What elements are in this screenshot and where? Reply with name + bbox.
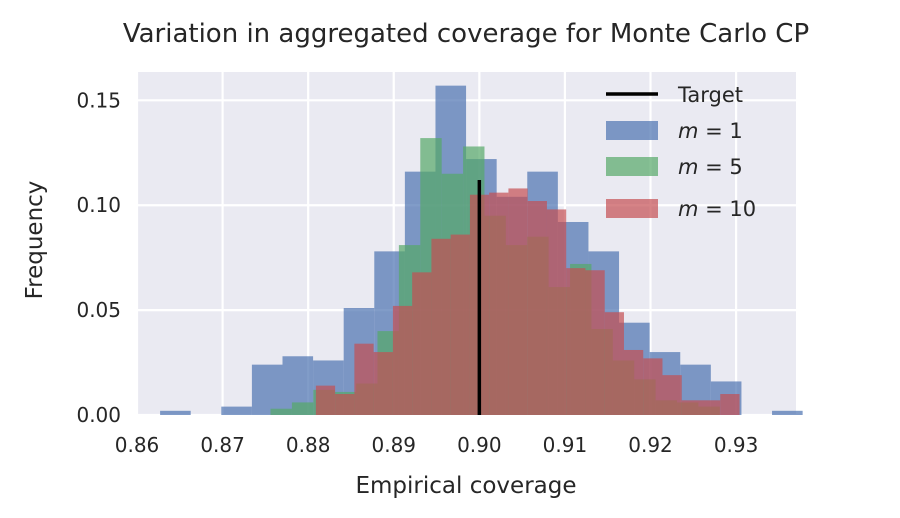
series-m10 — [315, 188, 740, 415]
bar-m10 — [489, 192, 509, 415]
bar-m10 — [604, 312, 624, 415]
bar-m5 — [270, 408, 292, 415]
bar-m1 — [772, 410, 803, 415]
y-tick-labels: 0.00 0.05 0.10 0.15 — [76, 88, 121, 427]
y-tick-label: 0.00 — [76, 403, 121, 427]
x-tick-label: 0.92 — [628, 433, 673, 457]
x-tick-label: 0.91 — [543, 433, 588, 457]
legend-m10-var: m — [678, 197, 698, 221]
bar-m5 — [291, 402, 314, 415]
bar-m1 — [221, 406, 252, 415]
histogram-bars — [160, 85, 803, 416]
legend-m10-label: m = 10 — [678, 197, 756, 221]
x-tick-label: 0.88 — [286, 433, 331, 457]
x-tick-label: 0.87 — [200, 433, 245, 457]
y-tick-label: 0.15 — [76, 88, 121, 112]
bar-m10 — [681, 400, 702, 415]
legend-m1-label: m = 1 — [678, 119, 743, 143]
bar-m10 — [508, 188, 528, 415]
y-axis-label: Frequency — [22, 181, 48, 300]
legend-m5-swatch — [606, 157, 658, 176]
x-tick-labels: 0.86 0.87 0.88 0.89 0.90 0.91 0.92 0.93 — [115, 433, 759, 457]
bar-m10 — [566, 268, 586, 415]
x-axis-label: Empirical coverage — [356, 473, 577, 499]
legend-m1-swatch — [606, 121, 658, 140]
y-tick-label: 0.10 — [76, 193, 121, 217]
y-tick-label: 0.05 — [76, 298, 121, 322]
legend-target-label: Target — [677, 83, 743, 107]
legend-m1-value: 1 — [729, 119, 742, 143]
bar-m10 — [412, 272, 432, 415]
bar-m10 — [720, 394, 740, 415]
bar-m10 — [623, 349, 644, 415]
legend: Target m = 1 m = 5 m = 10 — [606, 83, 756, 221]
x-tick-label: 0.86 — [115, 433, 160, 457]
bar-m10 — [450, 234, 470, 415]
bar-m10 — [546, 209, 567, 415]
legend-m10-swatch — [606, 199, 658, 218]
legend-m5-label: m = 5 — [678, 155, 743, 179]
legend-m5-eq: = — [698, 155, 729, 179]
bar-m10 — [662, 375, 682, 415]
bar-m10 — [315, 385, 336, 415]
bar-m10 — [527, 201, 547, 415]
bar-m10 — [431, 238, 451, 415]
legend-m10-eq: = — [698, 197, 729, 221]
bar-m10 — [392, 305, 413, 415]
bar-m10 — [585, 270, 605, 415]
x-tick-label: 0.89 — [371, 433, 416, 457]
bar-m1 — [160, 410, 191, 415]
x-tick-label: 0.93 — [714, 433, 759, 457]
bar-m1 — [251, 364, 283, 415]
bar-m10 — [335, 394, 355, 415]
legend-m1-var: m — [678, 119, 698, 143]
chart-title: Variation in aggregated coverage for Mon… — [123, 19, 809, 49]
legend-m5-value: 5 — [729, 155, 742, 179]
x-tick-label: 0.90 — [457, 433, 502, 457]
legend-m5-var: m — [678, 155, 698, 179]
legend-m1-eq: = — [698, 119, 729, 143]
bar-m10 — [354, 343, 374, 415]
bar-m10 — [373, 352, 393, 415]
bar-m10 — [701, 400, 721, 415]
legend-m10-value: 10 — [729, 197, 756, 221]
bar-m10 — [643, 358, 663, 415]
